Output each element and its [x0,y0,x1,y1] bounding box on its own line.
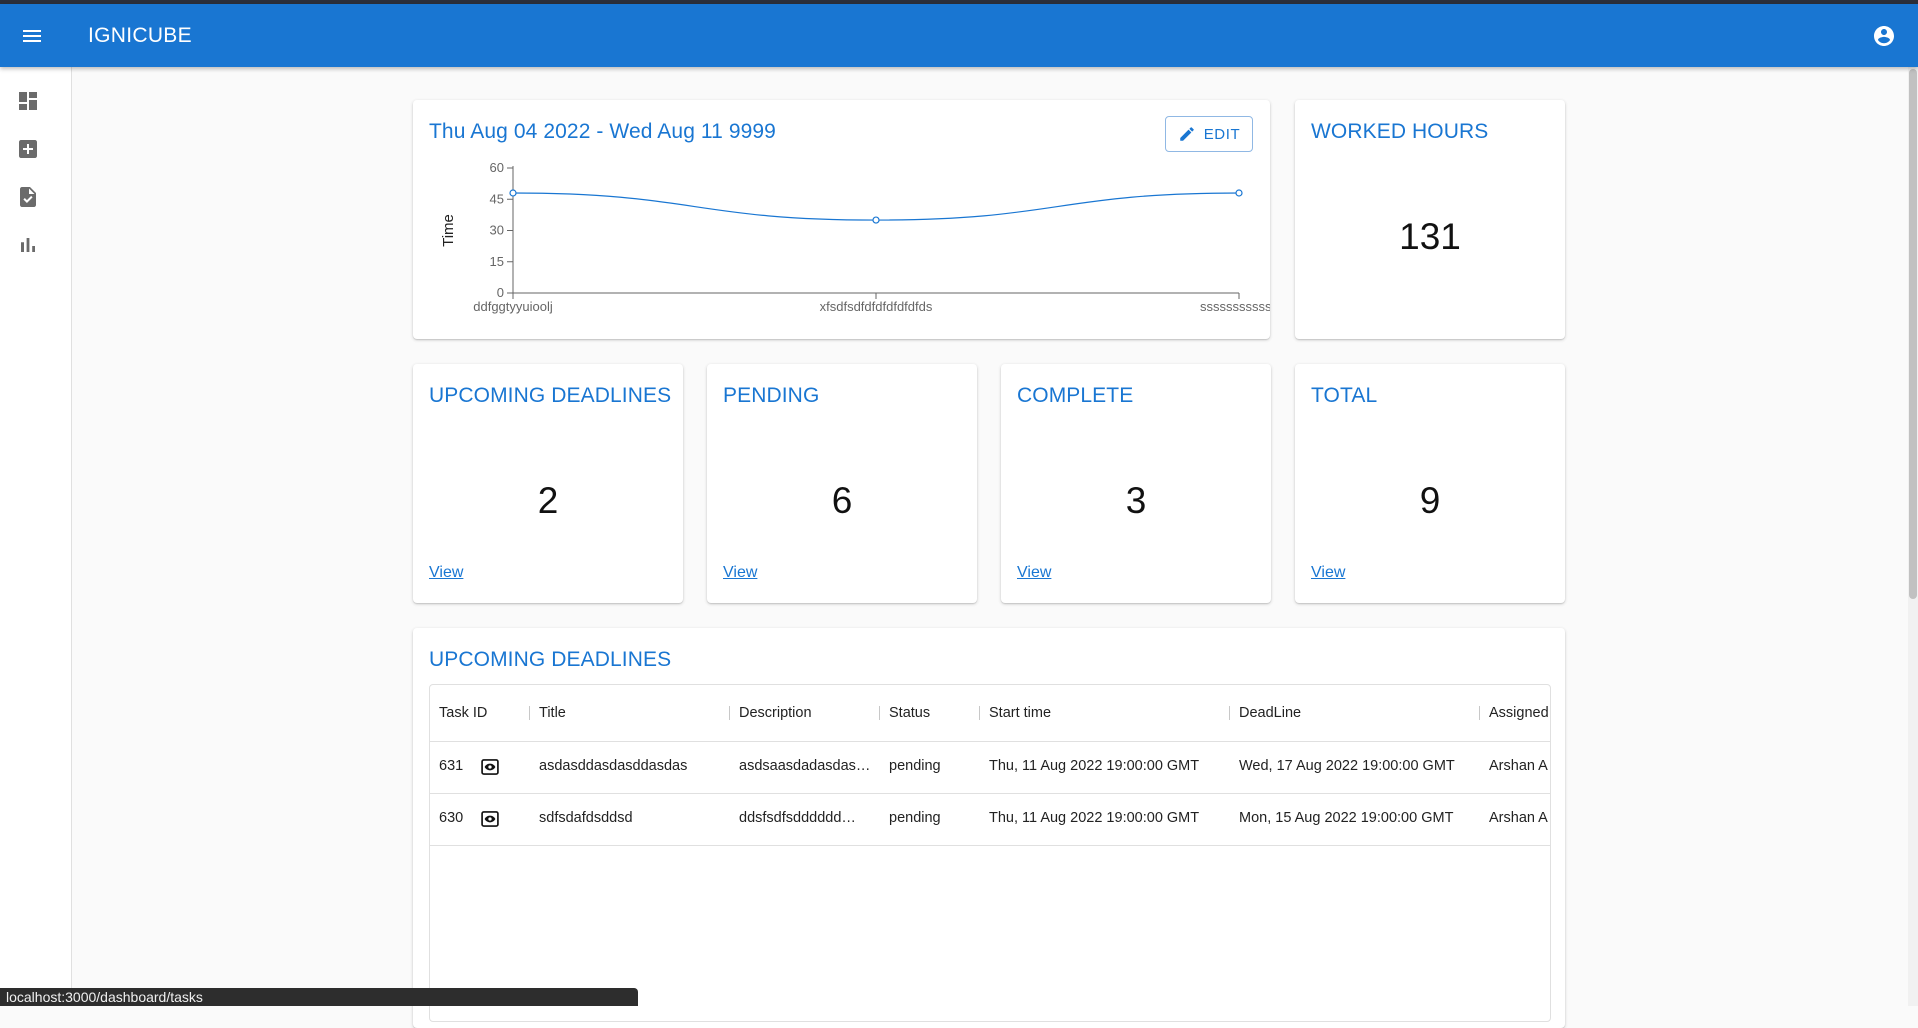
upcoming-deadlines-card: UPCOMING DEADLINES 2 View [413,364,683,603]
task-title-cell: asdasddasdasddasdas [539,758,688,774]
column-header-start-time[interactable]: Start time [989,705,1052,721]
y-tick-label: 45 [490,191,504,206]
task-deadline-cell: Mon, 15 Aug 2022 19:00:00 GMT [1239,810,1454,826]
pending-card: PENDING 6 View [707,364,977,603]
column-header-title[interactable]: Title [539,705,566,721]
task-id-cell: 630 [439,810,464,826]
sidebar [0,67,72,1006]
task-status-cell: pending [889,810,941,826]
data-point [872,216,880,224]
stat-value: 6 [831,480,853,521]
y-axis-label: Time [440,214,457,247]
task-status-cell: pending [889,758,941,774]
scrollbar-thumb[interactable] [1909,69,1917,599]
column-separator[interactable] [879,706,880,720]
app-bar: IGNICUBE [0,4,1918,67]
view-pending-link[interactable]: View [723,564,758,581]
deadlines-table: Task ID Title Description Status Start t… [429,684,1551,1022]
view-task-icon[interactable] [480,809,500,829]
stat-value: 2 [537,480,559,521]
date-range-title: Thu Aug 04 2022 - Wed Aug 11 9999 [429,120,776,143]
y-tick-label: 30 [490,223,504,238]
data-point [1235,189,1243,197]
column-separator[interactable] [979,706,980,720]
bar-chart-icon[interactable] [16,233,40,257]
task-title-cell: sdfsdafdsddsd [539,810,633,826]
x-tick-label: xfsdfsdfdfdfdfdfdfds [820,299,933,314]
column-separator[interactable] [529,706,530,720]
data-point [509,189,517,197]
column-header-status[interactable]: Status [889,705,931,721]
view-task-icon[interactable] [480,757,500,777]
x-tick-label: ddfggtyyuioolj [473,299,553,314]
complete-card: COMPLETE 3 View [1001,364,1271,603]
task-start-cell: Thu, 11 Aug 2022 19:00:00 GMT [989,758,1200,774]
task-start-cell: Thu, 11 Aug 2022 19:00:00 GMT [989,810,1200,826]
stat-title: TOTAL [1311,384,1378,407]
add-box-icon[interactable] [16,137,40,161]
browser-status-url: localhost:3000/dashboard/tasks [0,988,638,1006]
y-tick-label: 60 [490,160,504,175]
view-upcoming-link[interactable]: View [429,564,464,581]
app-title: IGNICUBE [88,24,192,47]
stat-value: 9 [1419,480,1441,521]
stat-value: 3 [1125,480,1147,521]
y-tick-label: 15 [490,254,504,269]
series-line [512,192,1240,221]
date-range-card: Thu Aug 04 2022 - Wed Aug 11 9999 EDIT 0… [413,100,1270,339]
worked-hours-card: WORKED HOURS 131 [1295,100,1565,339]
deadlines-table-card: UPCOMING DEADLINES Task ID Title Descrip… [413,628,1565,1028]
deadlines-table-title: UPCOMING DEADLINES [429,648,672,671]
table-row[interactable]: 630 sdfsdafdsddsd ddsfsdfsdddddd… pendin… [430,793,1550,846]
hours-line-chart: 0 15 30 45 60 Time ddfggtyyuioolj xfsdfsdfdfdfd… [440,160,1270,314]
column-separator[interactable] [1229,706,1230,720]
table-header: Task ID Title Description Status Start t… [430,685,1550,742]
task-description-cell: asdsaasdadasdas… [739,758,871,774]
column-separator[interactable] [1479,706,1480,720]
stat-title: COMPLETE [1017,384,1134,407]
task-file-icon[interactable] [16,185,40,209]
window-top-strip [0,0,1918,4]
stat-title: UPCOMING DEADLINES [429,384,672,407]
account-circle-icon[interactable] [1872,24,1896,48]
dashboard-icon[interactable] [16,89,40,113]
edit-button-label: EDIT [1203,125,1241,143]
total-card: TOTAL 9 View [1295,364,1565,603]
task-description-cell: ddsfsdfsdddddd… [739,810,856,826]
column-header-task-id[interactable]: Task ID [439,705,488,721]
edit-button[interactable]: EDIT [1165,116,1253,152]
column-header-assigned[interactable]: Assigned [1489,705,1549,721]
task-assigned-cell: Arshan A [1489,810,1548,826]
stat-title: PENDING [723,384,820,407]
view-total-link[interactable]: View [1311,564,1346,581]
menu-icon[interactable] [20,24,44,48]
pencil-icon [1179,127,1194,141]
column-separator[interactable] [729,706,730,720]
worked-hours-title: WORKED HOURS [1311,120,1489,143]
column-header-description[interactable]: Description [739,705,812,721]
task-id-cell: 631 [439,758,464,774]
task-assigned-cell: Arshan A [1489,758,1548,774]
column-header-deadline[interactable]: DeadLine [1239,705,1302,721]
view-complete-link[interactable]: View [1017,564,1052,581]
task-deadline-cell: Wed, 17 Aug 2022 19:00:00 GMT [1239,758,1455,774]
y-tick-label: 0 [497,285,504,300]
table-row[interactable]: 631 asdasddasdasddasdas asdsaasdadasdas…… [430,741,1550,794]
page-scrollbar[interactable] [1908,67,1918,1006]
worked-hours-value: 131 [1399,216,1461,257]
